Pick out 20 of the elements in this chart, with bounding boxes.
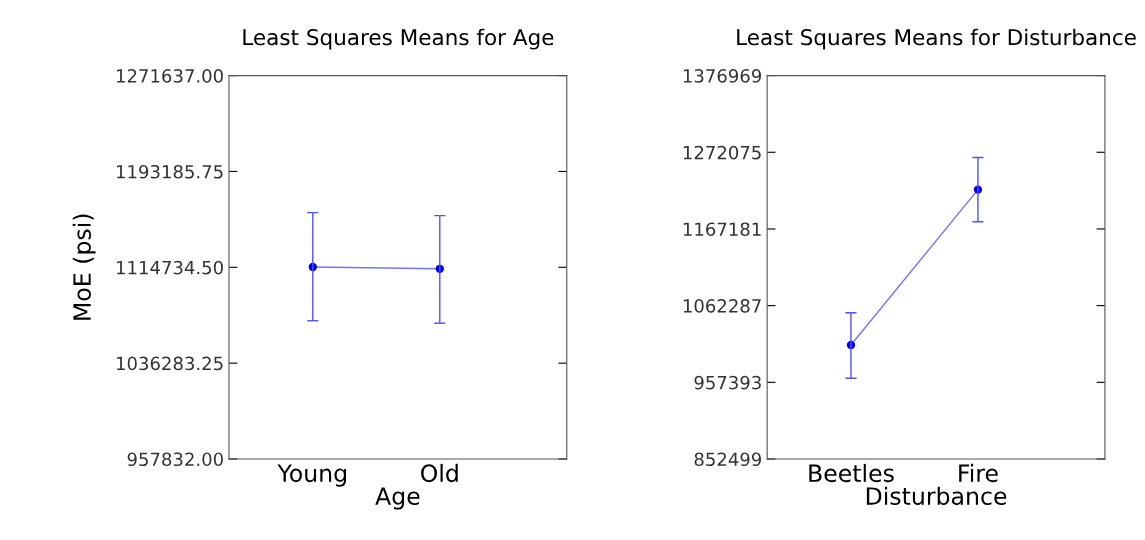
chart-title: Least Squares Means for Disturbance — [737, 28, 1136, 50]
chart-title: Least Squares Means for Age — [243, 28, 554, 50]
y-tick-label: 1193185.75 — [116, 164, 223, 179]
x-tick-label: Fire — [959, 463, 998, 483]
x-tick-label: Beetles — [809, 463, 894, 483]
y-tick-label: 957393 — [694, 375, 761, 390]
y-tick-label: 1036283.25 — [116, 356, 223, 371]
x-axis-title: Disturbance — [866, 486, 1007, 505]
y-tick-label: 1114734.50 — [116, 260, 223, 275]
y-tick-label: 1272075 — [683, 145, 761, 160]
x-tick-label: Old — [421, 463, 458, 483]
y-tick-label: 957832.00 — [127, 452, 223, 467]
y-tick-label: 852499 — [694, 452, 762, 467]
y-tick-label: 1167181 — [683, 222, 761, 237]
y-tick-label: 1271637.00 — [116, 69, 223, 83]
y-tick-label: 1062287 — [683, 299, 761, 313]
x-tick-label: Young — [277, 464, 346, 487]
y-tick-label: 1376969 — [683, 69, 762, 83]
y-axis-title: MoE (psi) — [72, 214, 96, 320]
x-axis-title: Age — [375, 487, 420, 510]
